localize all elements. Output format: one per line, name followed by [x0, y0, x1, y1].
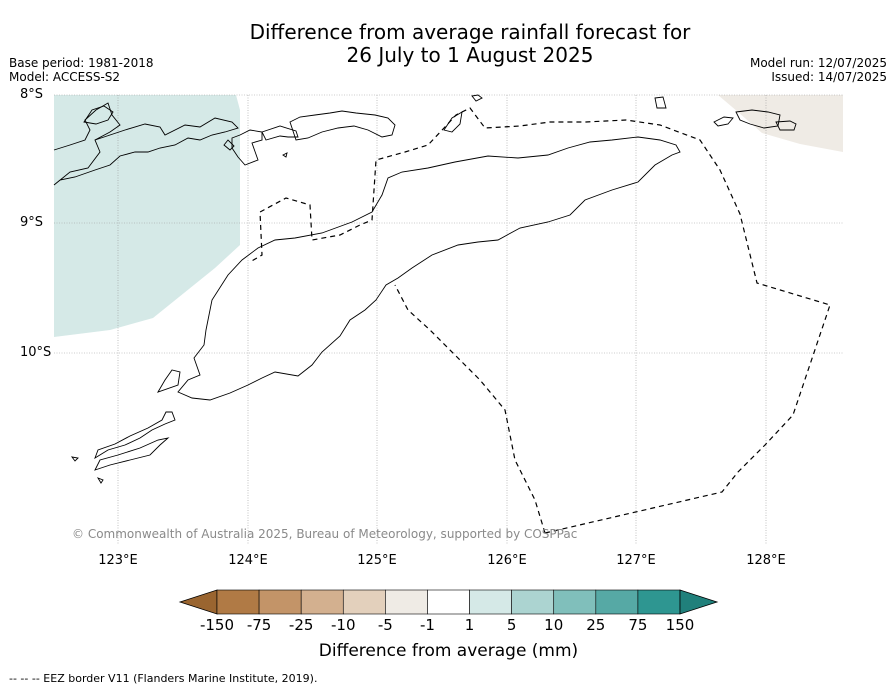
colorbar-swatch	[258, 589, 302, 615]
map-grid	[54, 94, 843, 545]
colorbar-swatch	[342, 589, 386, 615]
issued-text: Issued: 14/07/2025	[771, 70, 887, 84]
lon-label-126e: 126°E	[487, 553, 527, 568]
coastline-alor-east	[261, 125, 299, 141]
lon-label-124e: 124°E	[228, 553, 268, 568]
colorbar-tick-label: -75	[246, 616, 272, 634]
coastline-islet-3	[282, 152, 288, 158]
colorbar-label: Difference from average (mm)	[318, 641, 579, 661]
coastline-timor-west	[156, 369, 181, 393]
coastline-islet-6	[654, 96, 667, 109]
lat-label-9s: 9°S	[20, 215, 44, 230]
colorbar-arrow-high	[679, 589, 719, 615]
colorbar-tick-label: -10	[331, 616, 356, 634]
colorbar-swatches	[178, 589, 719, 615]
meta-left: Base period: 1981-2018 Model: ACCESS-S2	[9, 56, 154, 84]
coastline-flores-north	[53, 102, 121, 151]
coastline-alor	[231, 129, 263, 166]
model-run-text: Model run: 12/07/2025	[749, 56, 887, 70]
colorbar-swatch	[300, 589, 344, 615]
colorbar-swatch	[469, 589, 512, 615]
colorbar-swatch	[385, 589, 428, 615]
chart-title-line-1: Difference from average rainfall forecas…	[249, 20, 691, 44]
eez-border-south	[394, 284, 546, 534]
eez-borders	[249, 107, 831, 534]
eez-legend-note: -- -- -- EEZ border V11 (Flanders Marine…	[9, 672, 318, 685]
coastline-islet-1	[83, 105, 114, 125]
base-period-text: Base period: 1981-2018	[9, 56, 154, 70]
colorbar-tick-label: -25	[288, 616, 314, 634]
colorbar-tick-label: 25	[586, 616, 606, 634]
drier-area	[718, 95, 843, 152]
coastline-wetar	[289, 110, 396, 141]
colorbar-swatch	[427, 589, 470, 615]
copyright-text: © Commonwealth of Australia 2025, Bureau…	[72, 527, 578, 541]
colorbar-tick-label: -1	[419, 616, 435, 634]
coastline-islet-4	[70, 456, 79, 462]
meta-right: Model run: 12/07/2025 Issued: 14/07/2025	[750, 56, 887, 84]
coastline-leti	[713, 116, 734, 127]
colorbar-swatch	[511, 589, 555, 615]
wetter-area	[54, 95, 240, 337]
coastline-islet-7	[471, 94, 483, 102]
colorbar-swatch	[553, 589, 597, 615]
colorbar-swatch	[216, 589, 260, 615]
coastline-lakor	[775, 120, 797, 131]
chart-title-line-2: 26 July to 1 August 2025	[346, 43, 594, 67]
lat-label-8s: 8°S	[20, 87, 44, 102]
lon-label-125e: 125°E	[357, 553, 397, 568]
colorbar-tick-label: 75	[628, 616, 648, 634]
coastline-rote	[94, 411, 176, 460]
colorbar-tick-label: 5	[506, 616, 517, 634]
lon-label-128e: 128°E	[746, 553, 786, 568]
lat-label-10s: 10°S	[20, 345, 52, 360]
lon-label-127e: 127°E	[616, 553, 656, 568]
colorbar-tick-label: 10	[544, 616, 564, 634]
coastline-timor	[177, 136, 681, 401]
colorbar-arrow-low	[178, 589, 218, 615]
coastline-rote-south	[94, 437, 170, 471]
model-text: Model: ACCESS-S2	[9, 70, 121, 84]
colorbar-swatch	[595, 589, 639, 615]
coastline-islet-5	[96, 477, 104, 484]
colorbar-tick-label: -5	[377, 616, 393, 634]
lon-label-123e: 123°E	[98, 553, 138, 568]
colorbar-tick-label: -150	[199, 616, 235, 634]
colorbar-tick-label: 150	[665, 616, 695, 634]
coastline-islet-2	[223, 139, 235, 151]
colorbar-swatch	[637, 589, 681, 615]
colorbar-tick-label: 1	[464, 616, 475, 634]
coastline-flores	[53, 117, 239, 186]
